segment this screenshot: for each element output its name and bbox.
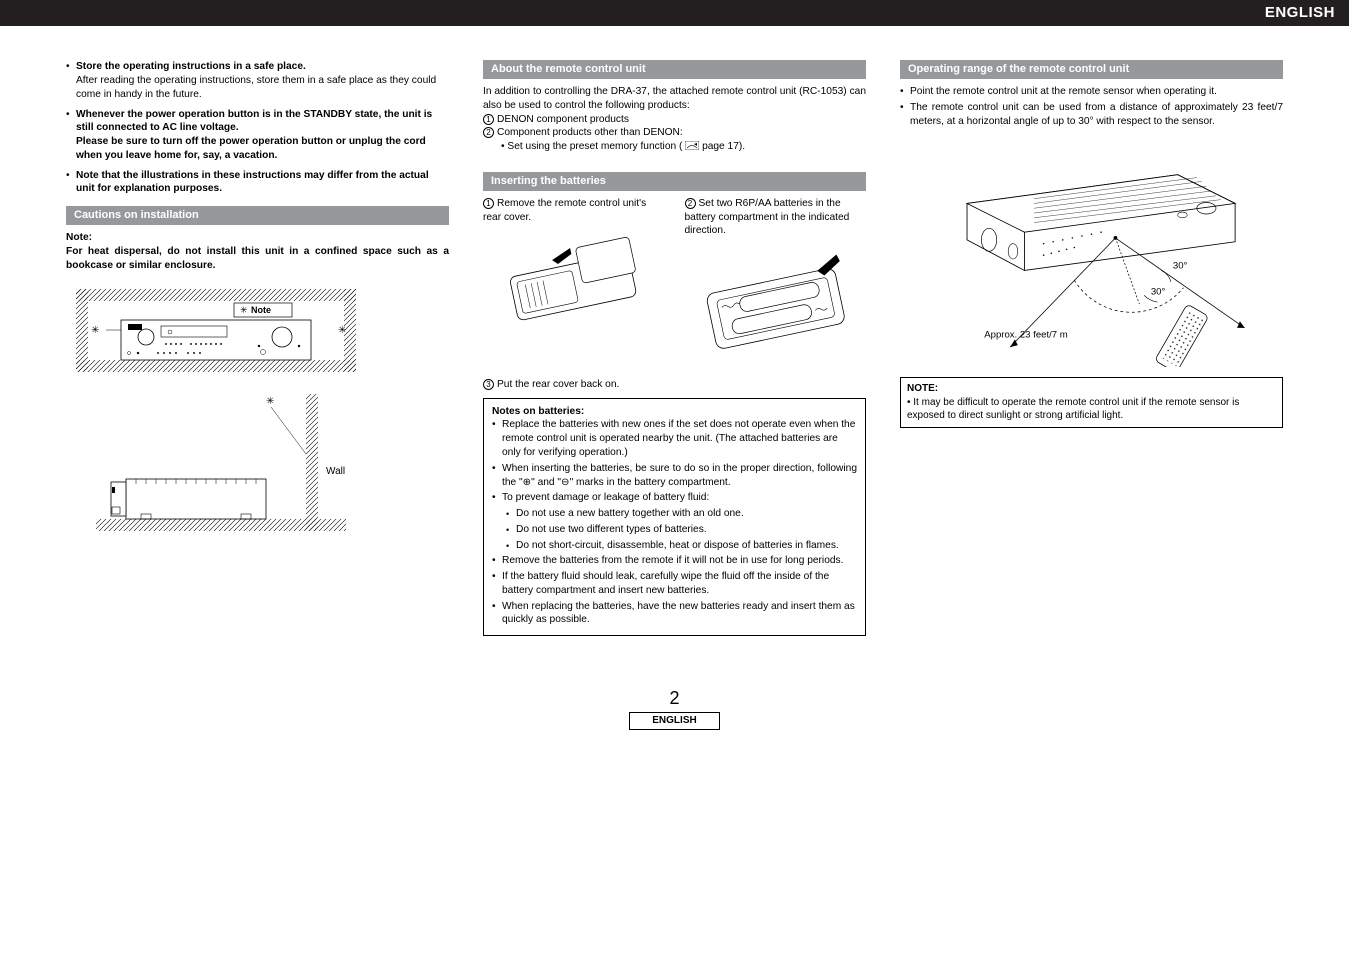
svg-text:✳: ✳ [240, 305, 248, 315]
subnote-item: Do not use two different types of batter… [506, 523, 857, 537]
instr-item: Note that the illustrations in these ins… [66, 169, 449, 197]
header-band: ENGLISH [0, 0, 1349, 26]
page-ref-icon [685, 141, 699, 150]
instr-rest: Please be sure to turn off the power ope… [76, 136, 426, 161]
subnote-item: Do not short-circuit, disassemble, heat … [506, 539, 857, 553]
note-title: NOTE: [907, 383, 938, 394]
note-block: Note: For heat dispersal, do not install… [66, 231, 449, 272]
section-bar-remote: About the remote control unit [483, 60, 866, 79]
step3: 3Put the rear cover back on. [483, 378, 866, 392]
note-item: When inserting the batteries, be sure to… [492, 462, 857, 490]
note-item: To prevent damage or leakage of battery … [492, 491, 857, 552]
operating-range-diagram: Approx. 23 feet/7 m 30° 30° [900, 146, 1283, 366]
note-label: Note: [66, 232, 92, 243]
subnote-item: Do not use a new battery together with a… [506, 507, 857, 521]
remote-sub: • Set using the preset memory function (… [483, 140, 866, 154]
insert-batteries-diagram [685, 238, 867, 369]
step2: 2Set two R6P/AA batteries in the battery… [685, 197, 867, 374]
note-item: If the battery fluid should leak, carefu… [492, 570, 857, 598]
distance-label: Approx. 23 feet/7 m [984, 330, 1067, 341]
remove-cover-diagram [483, 224, 665, 335]
remote-item1: 1DENON component products [483, 113, 866, 127]
page-number: 2 [0, 686, 1349, 710]
svg-text:✳: ✳ [266, 396, 274, 407]
note-item: When replacing the batteries, have the n… [492, 600, 857, 628]
remote-item2: 2Component products other than DENON: [483, 126, 866, 140]
range-list: Point the remote control unit at the rem… [900, 85, 1283, 128]
section-bar-cautions: Cautions on installation [66, 206, 449, 225]
instr-bold: Store the operating instructions in a sa… [76, 61, 306, 72]
column-2: About the remote control unit In additio… [483, 60, 866, 636]
range-item: The remote control unit can be used from… [900, 101, 1283, 129]
instruction-list: Store the operating instructions in a sa… [66, 60, 449, 196]
notes-title: Notes on batteries: [492, 405, 857, 419]
note-text: It may be difficult to operate the remot… [907, 397, 1239, 422]
footer: 2 ENGLISH [0, 686, 1349, 730]
note-item: Remove the batteries from the remote if … [492, 554, 857, 568]
front-clearance-diagram: ✳ ✳ [66, 284, 366, 384]
battery-steps: 1Remove the remote control unit's rear c… [483, 197, 866, 374]
instr-item: Store the operating instructions in a sa… [66, 60, 449, 101]
notes-list: Replace the batteries with new ones if t… [492, 418, 857, 627]
note-box: NOTE: • It may be difficult to operate t… [900, 377, 1283, 428]
angle-label-1: 30° [1173, 261, 1188, 272]
svg-text:✳: ✳ [338, 325, 346, 336]
sub-notes: Do not use a new battery together with a… [502, 507, 857, 552]
page-body: Store the operating instructions in a sa… [0, 26, 1349, 656]
section-bar-batteries: Inserting the batteries [483, 172, 866, 191]
svg-text:✳: ✳ [91, 325, 99, 336]
diag-note-label: Note [251, 305, 271, 315]
instr-rest: After reading the operating instructions… [76, 75, 436, 100]
side-clearance-diagram: ✳ Wall [66, 384, 386, 544]
column-3: Operating range of the remote control un… [900, 60, 1283, 636]
note-item: Replace the batteries with new ones if t… [492, 418, 857, 459]
footer-lang: ENGLISH [629, 712, 719, 730]
remote-intro: In addition to controlling the DRA-37, t… [483, 85, 866, 113]
step1: 1Remove the remote control unit's rear c… [483, 197, 665, 374]
note-text: For heat dispersal, do not install this … [66, 245, 449, 273]
battery-notes-box: Notes on batteries: Replace the batterie… [483, 398, 866, 636]
instr-item: Whenever the power operation button is i… [66, 108, 449, 163]
section-bar-range: Operating range of the remote control un… [900, 60, 1283, 79]
wall-label: Wall [326, 466, 345, 477]
header-lang: ENGLISH [1265, 4, 1335, 21]
instr-bold: Whenever the power operation button is i… [76, 109, 432, 134]
instr-bold: Note that the illustrations in these ins… [76, 170, 429, 195]
angle-label-2: 30° [1151, 287, 1166, 298]
column-1: Store the operating instructions in a sa… [66, 60, 449, 636]
range-item: Point the remote control unit at the rem… [900, 85, 1283, 99]
